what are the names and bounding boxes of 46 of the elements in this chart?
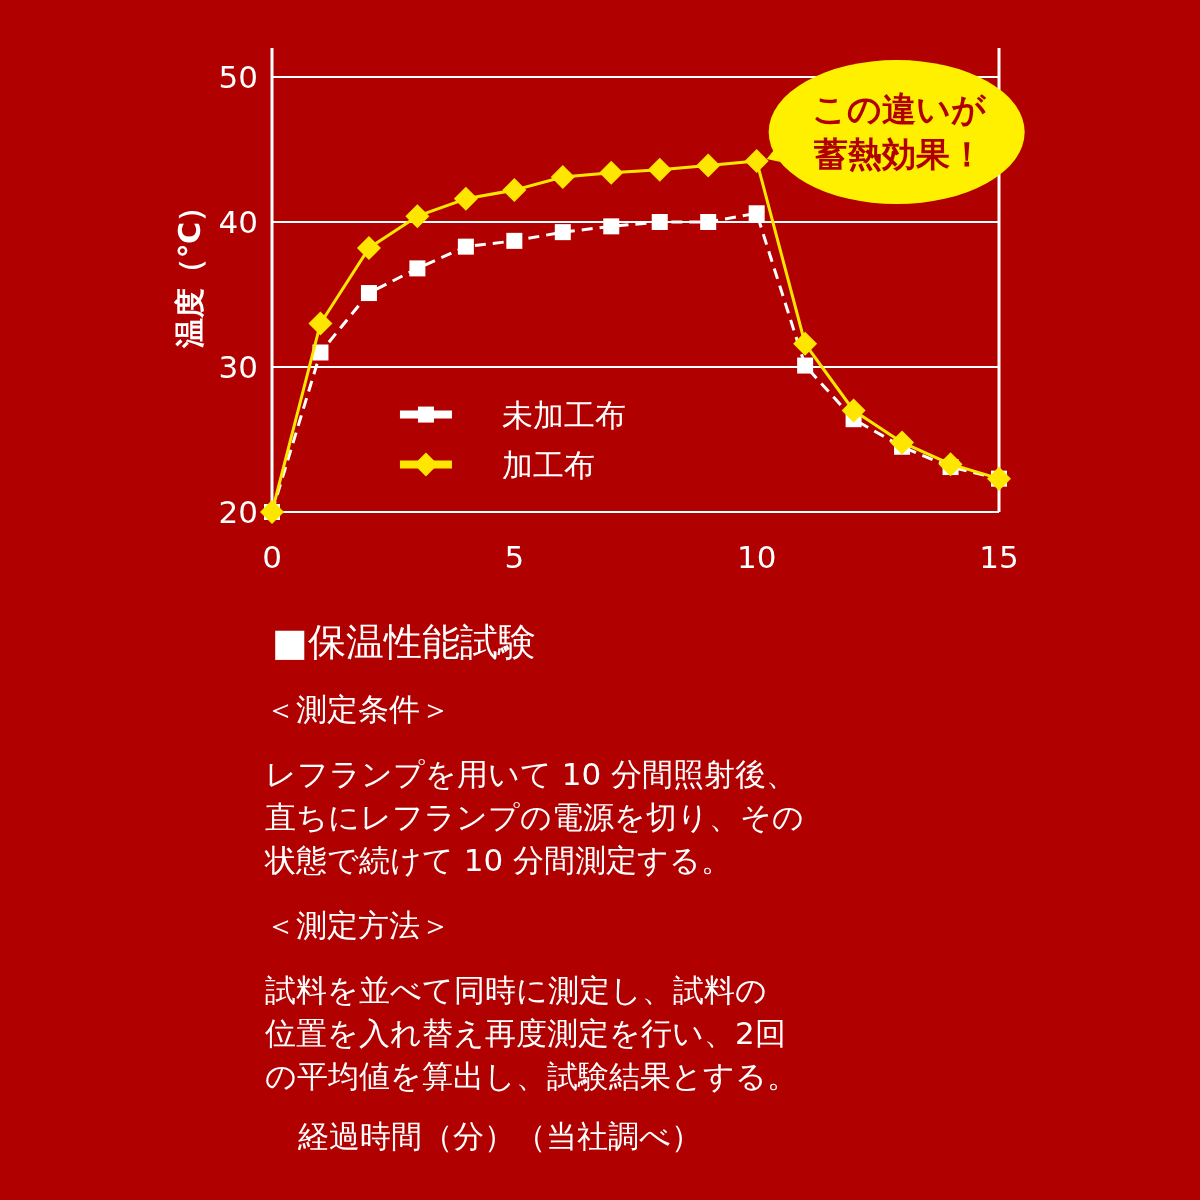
point	[651, 214, 668, 230]
point	[696, 153, 721, 178]
point	[599, 160, 624, 185]
point	[793, 331, 818, 356]
point	[554, 224, 571, 241]
legend-label: 加工布	[501, 446, 595, 483]
x-tick-label: 10	[736, 539, 777, 575]
legend-label: 未加工布	[501, 396, 626, 433]
point	[797, 357, 814, 374]
annotation: この違いが蓄熱効果！	[811, 89, 987, 175]
point	[603, 218, 620, 235]
text: レフランプを用いて 10 分間照射後、	[265, 756, 798, 792]
y-tick-label: 50	[218, 59, 258, 95]
point	[506, 232, 523, 249]
x-tick-label: 0	[262, 539, 282, 575]
point	[841, 398, 866, 423]
y-tick-label: 20	[218, 494, 258, 530]
point	[938, 452, 963, 477]
text: ■保温性能試験	[272, 620, 536, 664]
point	[453, 186, 478, 211]
point	[502, 178, 527, 203]
point	[647, 157, 672, 182]
text: 直ちにレフランプの電源を切り、その	[265, 799, 804, 835]
point	[405, 204, 430, 229]
text: ＜測定条件＞	[265, 691, 451, 727]
x-tick-label: 15	[979, 539, 1019, 575]
point	[308, 311, 333, 336]
point	[890, 430, 915, 455]
point	[700, 214, 717, 230]
text: 位置を入れ替え再度測定を行い、2回	[265, 1015, 786, 1051]
point	[744, 149, 769, 174]
x-tick-label: 5	[504, 539, 525, 575]
text: ＜測定方法＞	[265, 907, 451, 943]
point	[409, 260, 426, 277]
y-tick-label: 40	[218, 204, 258, 240]
text: 試料を並べて同時に測定し、試料の	[265, 972, 767, 1008]
text: 経過時間（分）（当社調べ）	[297, 1118, 702, 1154]
y-tick-label: 30	[218, 349, 258, 385]
point	[356, 236, 381, 261]
text: 状態で続けて 10 分間測定する。	[264, 842, 733, 878]
point	[550, 165, 575, 190]
y-axis-title: 温度（℃）	[172, 191, 207, 350]
point	[748, 205, 765, 222]
point	[457, 238, 474, 255]
point	[360, 285, 377, 302]
text: の平均値を算出し、試験結果とする。	[265, 1058, 798, 1094]
